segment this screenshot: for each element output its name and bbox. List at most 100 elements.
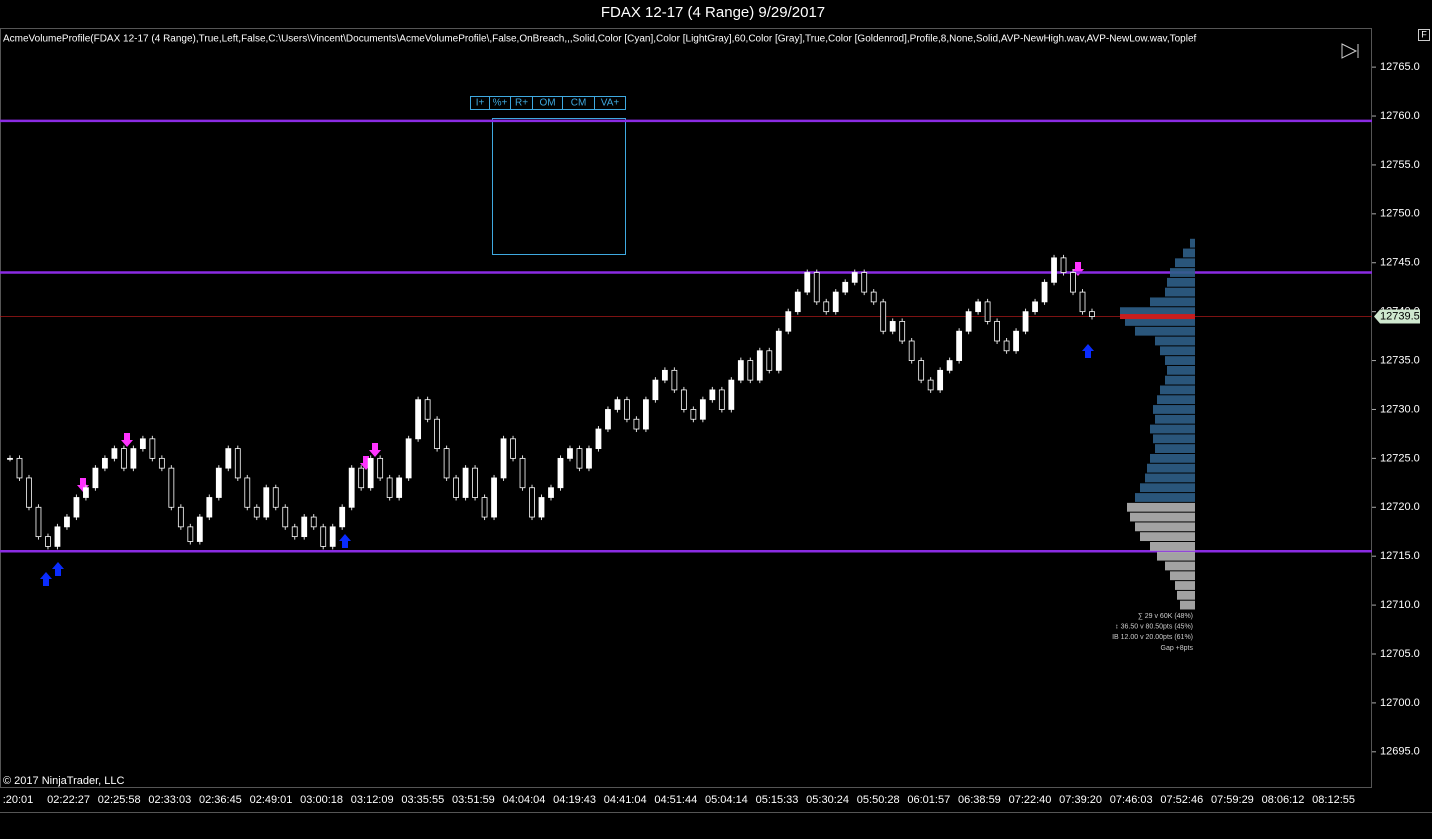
price-tag-label: 12739.5 xyxy=(1380,310,1420,322)
profile-bar xyxy=(1140,532,1195,542)
profile-bar xyxy=(1127,502,1195,512)
profile-bar xyxy=(1160,346,1195,356)
x-tick-label: 05:50:28 xyxy=(857,794,900,806)
candle xyxy=(415,399,422,440)
profile-bar xyxy=(1135,522,1195,532)
price-tag xyxy=(1374,309,1420,324)
profile-bar xyxy=(1167,365,1195,375)
y-tick-label: 12715.0 xyxy=(1380,550,1420,562)
profile-bar xyxy=(1165,356,1195,365)
profile-bar xyxy=(1165,287,1195,297)
candle xyxy=(595,428,602,449)
x-tick-label: 02:33:03 xyxy=(148,794,191,806)
candle xyxy=(975,301,982,313)
toolbar-button-label: %+ xyxy=(493,98,508,109)
candle xyxy=(1089,311,1095,317)
candle xyxy=(500,438,507,479)
y-tick-label: 12730.0 xyxy=(1380,403,1420,415)
profile-bar xyxy=(1145,473,1195,483)
candle xyxy=(956,330,963,361)
candle xyxy=(908,340,915,361)
profile-bar xyxy=(1170,268,1195,277)
y-tick-label: 12765.0 xyxy=(1380,61,1420,73)
profile-bar xyxy=(1140,483,1195,493)
y-tick-label: 12735.0 xyxy=(1380,354,1420,366)
x-tick-label: 05:30:24 xyxy=(806,794,849,806)
chart-title: FDAX 12-17 (4 Range) 9/29/2017 xyxy=(601,4,825,21)
indicator-text: AcmeVolumeProfile(FDAX 12-17 (4 Range),T… xyxy=(3,34,1197,45)
profile-bar xyxy=(1190,238,1195,248)
candle xyxy=(965,311,972,332)
candle xyxy=(443,448,450,479)
y-tick-label: 12755.0 xyxy=(1380,159,1420,171)
candle xyxy=(927,379,934,391)
profile-bar xyxy=(1150,453,1195,463)
candle xyxy=(73,497,80,518)
x-tick-label: 03:00:18 xyxy=(300,794,343,806)
profile-bar xyxy=(1165,375,1195,385)
profile-bar xyxy=(1155,336,1195,346)
candle xyxy=(282,506,289,528)
candle xyxy=(377,457,384,479)
candle xyxy=(234,448,241,479)
y-tick-label: 12710.0 xyxy=(1380,599,1420,611)
candle xyxy=(889,321,896,332)
profile-bar xyxy=(1167,277,1195,287)
candle xyxy=(766,350,773,371)
candle xyxy=(614,399,621,410)
toolbar-button-label: OM xyxy=(539,98,555,109)
stats-line: Gap +8pts xyxy=(1161,645,1194,652)
candle xyxy=(937,369,944,391)
candle xyxy=(92,467,99,489)
y-tick-label: 12705.0 xyxy=(1380,648,1420,660)
candle xyxy=(832,291,839,313)
candle xyxy=(177,506,184,528)
candle xyxy=(652,379,659,401)
y-tick-label: 12750.0 xyxy=(1380,208,1420,220)
candle xyxy=(557,457,564,489)
candle xyxy=(661,369,668,381)
f-button[interactable] xyxy=(1418,29,1430,41)
candle xyxy=(984,301,991,322)
x-tick-label: 04:41:04 xyxy=(604,794,647,806)
x-tick-label: 04:04:04 xyxy=(503,794,546,806)
toolbar-button[interactable] xyxy=(594,96,626,110)
stats-line: ∑ 29 v 60K (48%) xyxy=(1138,613,1193,620)
profile-bar xyxy=(1160,385,1195,395)
profile-bar xyxy=(1157,551,1195,561)
x-tick-label: 08:12:55 xyxy=(1312,794,1355,806)
candle xyxy=(519,457,526,489)
candle xyxy=(1032,301,1038,313)
candle xyxy=(462,467,469,498)
profile-bar xyxy=(1157,395,1195,405)
candle xyxy=(1079,291,1086,313)
candle xyxy=(1041,281,1048,303)
candle xyxy=(481,497,488,518)
candle xyxy=(206,497,213,518)
profile-bar xyxy=(1135,326,1195,336)
candle xyxy=(348,467,355,508)
candle xyxy=(548,487,554,498)
candle xyxy=(358,467,365,489)
profile-bar xyxy=(1175,581,1195,590)
candle xyxy=(880,301,887,332)
x-tick-label: 02:36:45 xyxy=(199,794,242,806)
profile-bar xyxy=(1165,561,1195,571)
y-tick-label: 12720.0 xyxy=(1380,501,1420,513)
candle xyxy=(794,291,801,313)
play-icon[interactable] xyxy=(1341,43,1359,59)
candle xyxy=(624,399,630,420)
plot-frame xyxy=(0,28,1372,788)
profile-bar xyxy=(1153,405,1195,414)
candle xyxy=(424,399,431,420)
profile-bar xyxy=(1130,512,1195,522)
x-tick-label: 08:06:12 xyxy=(1262,794,1305,806)
candle xyxy=(994,321,1000,342)
candle xyxy=(491,477,497,518)
candle xyxy=(45,536,51,547)
candle xyxy=(291,526,298,538)
toolbar-button-label: VA+ xyxy=(601,98,620,109)
profile-bar xyxy=(1150,542,1195,551)
